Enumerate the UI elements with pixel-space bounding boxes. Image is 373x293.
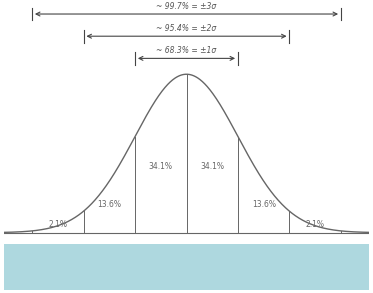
Text: ~ 95.4% = ±2σ: ~ 95.4% = ±2σ [156, 24, 217, 33]
Text: 13.6%: 13.6% [97, 200, 121, 209]
Text: ~ 68.3% = ±1σ: ~ 68.3% = ±1σ [156, 46, 217, 55]
Text: 2.1%: 2.1% [306, 220, 325, 229]
Text: 2.1%: 2.1% [48, 220, 67, 229]
Text: 34.1%: 34.1% [200, 162, 224, 171]
Text: 13.6%: 13.6% [252, 200, 276, 209]
Text: 34.1%: 34.1% [149, 162, 173, 171]
Text: ~ 99.7% = ±3σ: ~ 99.7% = ±3σ [156, 2, 217, 11]
